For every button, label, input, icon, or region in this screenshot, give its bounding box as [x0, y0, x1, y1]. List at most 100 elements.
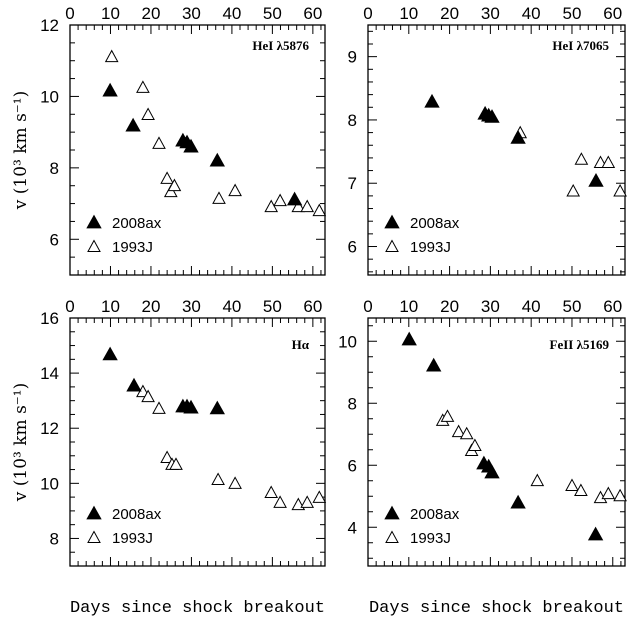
x-tick-label: 50 [563, 4, 582, 23]
x-tick-label: 50 [263, 4, 282, 23]
chart-panel: 0 10 20 30 40 50 60 6 7 8 9 HeI λ7065 2008ax 1993J [348, 4, 627, 276]
x-tick-label: 50 [263, 297, 282, 316]
legend-label: 1993J [410, 239, 451, 256]
plot-frame [69, 24, 326, 276]
data-point-1993J [211, 472, 225, 485]
x-tick-label: 20 [440, 4, 459, 23]
x-tick-label: 40 [222, 4, 241, 23]
panel-title: Hα [292, 337, 310, 352]
x-tick-label: 60 [603, 4, 622, 23]
x-tick-label: 10 [399, 297, 418, 316]
data-point-1993J [566, 183, 581, 197]
y-axis-label: v (10³ km s⁻¹) [11, 91, 31, 210]
data-point-1993J [574, 483, 588, 496]
data-point-2008ax [401, 331, 417, 346]
y-tick-label: 6 [348, 238, 357, 257]
data-point-1993J [228, 183, 242, 197]
data-point-1993J [273, 193, 287, 207]
data-point-2008ax [424, 93, 440, 108]
data-point-1993J [228, 476, 242, 489]
chart-panel: 0 10 20 30 40 50 60 6 8 10 12 HeI λ5876 v (10³ km s⁻… [11, 4, 327, 276]
y-axis-label: v (10³ km s⁻¹) [11, 383, 31, 502]
data-point-2008ax [286, 191, 303, 206]
data-point-2008ax [426, 357, 442, 372]
data-point-1993J [601, 486, 616, 500]
data-point-1993J [264, 485, 279, 498]
x-tick-label: 30 [182, 297, 201, 316]
y-tick-label: 16 [40, 309, 59, 328]
y-tick-label: 8 [50, 529, 59, 548]
data-point-1993J [312, 203, 327, 217]
data-point-1993J [160, 450, 174, 463]
y-tick-label: 9 [348, 48, 357, 67]
y-tick-label: 10 [40, 87, 59, 106]
legend-label: 1993J [410, 530, 451, 547]
data-point-1993J [574, 152, 589, 165]
data-point-1993J [291, 199, 306, 213]
y-tick-label: 6 [50, 230, 59, 249]
data-point-2008ax [183, 138, 199, 153]
y-tick-label: 6 [348, 456, 357, 475]
x-axis-label: Days since shock breakout [369, 599, 624, 618]
x-tick-label: 20 [440, 297, 459, 316]
x-tick-label: 30 [182, 4, 201, 23]
y-tick-label: 8 [50, 159, 59, 178]
x-tick-label: 10 [399, 4, 418, 23]
y-tick-label: 14 [40, 364, 59, 383]
data-point-2008ax [484, 464, 500, 479]
data-point-1993J [152, 136, 166, 149]
data-point-1993J [565, 478, 579, 491]
data-point-1993J [300, 199, 315, 213]
x-tick-label: 10 [101, 297, 120, 316]
data-point-1993J [167, 178, 182, 192]
plot-frame [367, 24, 626, 276]
data-point-1993J [613, 183, 627, 197]
open-triangle-icon [87, 530, 101, 543]
data-point-1993J [152, 401, 166, 414]
y-tick-label: 12 [40, 16, 59, 35]
x-tick-label: 50 [563, 297, 582, 316]
data-point-2008ax [588, 172, 604, 187]
panel-title: FeII λ5169 [550, 337, 610, 352]
data-point-1993J [212, 191, 226, 204]
data-point-2008ax [126, 377, 142, 392]
legend-label: 2008ax [112, 215, 162, 232]
x-tick-label: 30 [481, 4, 500, 23]
open-triangle-icon [87, 239, 101, 252]
legend-label: 1993J [112, 239, 153, 256]
data-point-1993J [104, 49, 119, 63]
x-tick-label: 20 [141, 4, 160, 23]
data-point-1993J [468, 438, 482, 451]
data-point-2008ax [510, 494, 526, 509]
y-tick-label: 10 [40, 474, 59, 493]
x-axis-label: Days since shock breakout [70, 599, 325, 618]
chart-panel: 0 10 20 30 40 50 60 8 10 12 14 16 Hα v (10³ km s⁻¹) Da… [11, 297, 327, 618]
data-point-1993J [459, 426, 474, 440]
data-point-1993J [530, 473, 545, 487]
legend-label: 2008ax [410, 506, 460, 523]
y-tick-label: 8 [348, 394, 357, 413]
data-point-2008ax [102, 82, 118, 97]
plot-frame [367, 317, 626, 567]
x-tick-label: 40 [222, 297, 241, 316]
data-point-1993J [300, 495, 315, 508]
x-tick-label: 20 [141, 297, 160, 316]
data-point-2008ax [125, 117, 141, 132]
x-tick-label: 0 [65, 297, 74, 316]
x-tick-label: 10 [101, 4, 120, 23]
x-tick-label: 0 [65, 4, 74, 23]
chart-panel: 0 10 20 30 40 50 60 4 6 8 10 FeII λ5169 Days since s… [338, 297, 627, 618]
y-tick-label: 12 [40, 419, 59, 438]
data-point-2008ax [587, 526, 604, 541]
plot-frame [69, 317, 326, 567]
legend-label: 2008ax [410, 215, 460, 232]
data-point-2008ax [183, 399, 199, 414]
x-tick-label: 60 [303, 4, 322, 23]
legend-label: 2008ax [112, 506, 162, 523]
x-tick-label: 40 [522, 297, 541, 316]
data-point-2008ax [102, 346, 118, 361]
filled-triangle-icon [384, 214, 400, 229]
y-tick-label: 7 [348, 174, 357, 193]
